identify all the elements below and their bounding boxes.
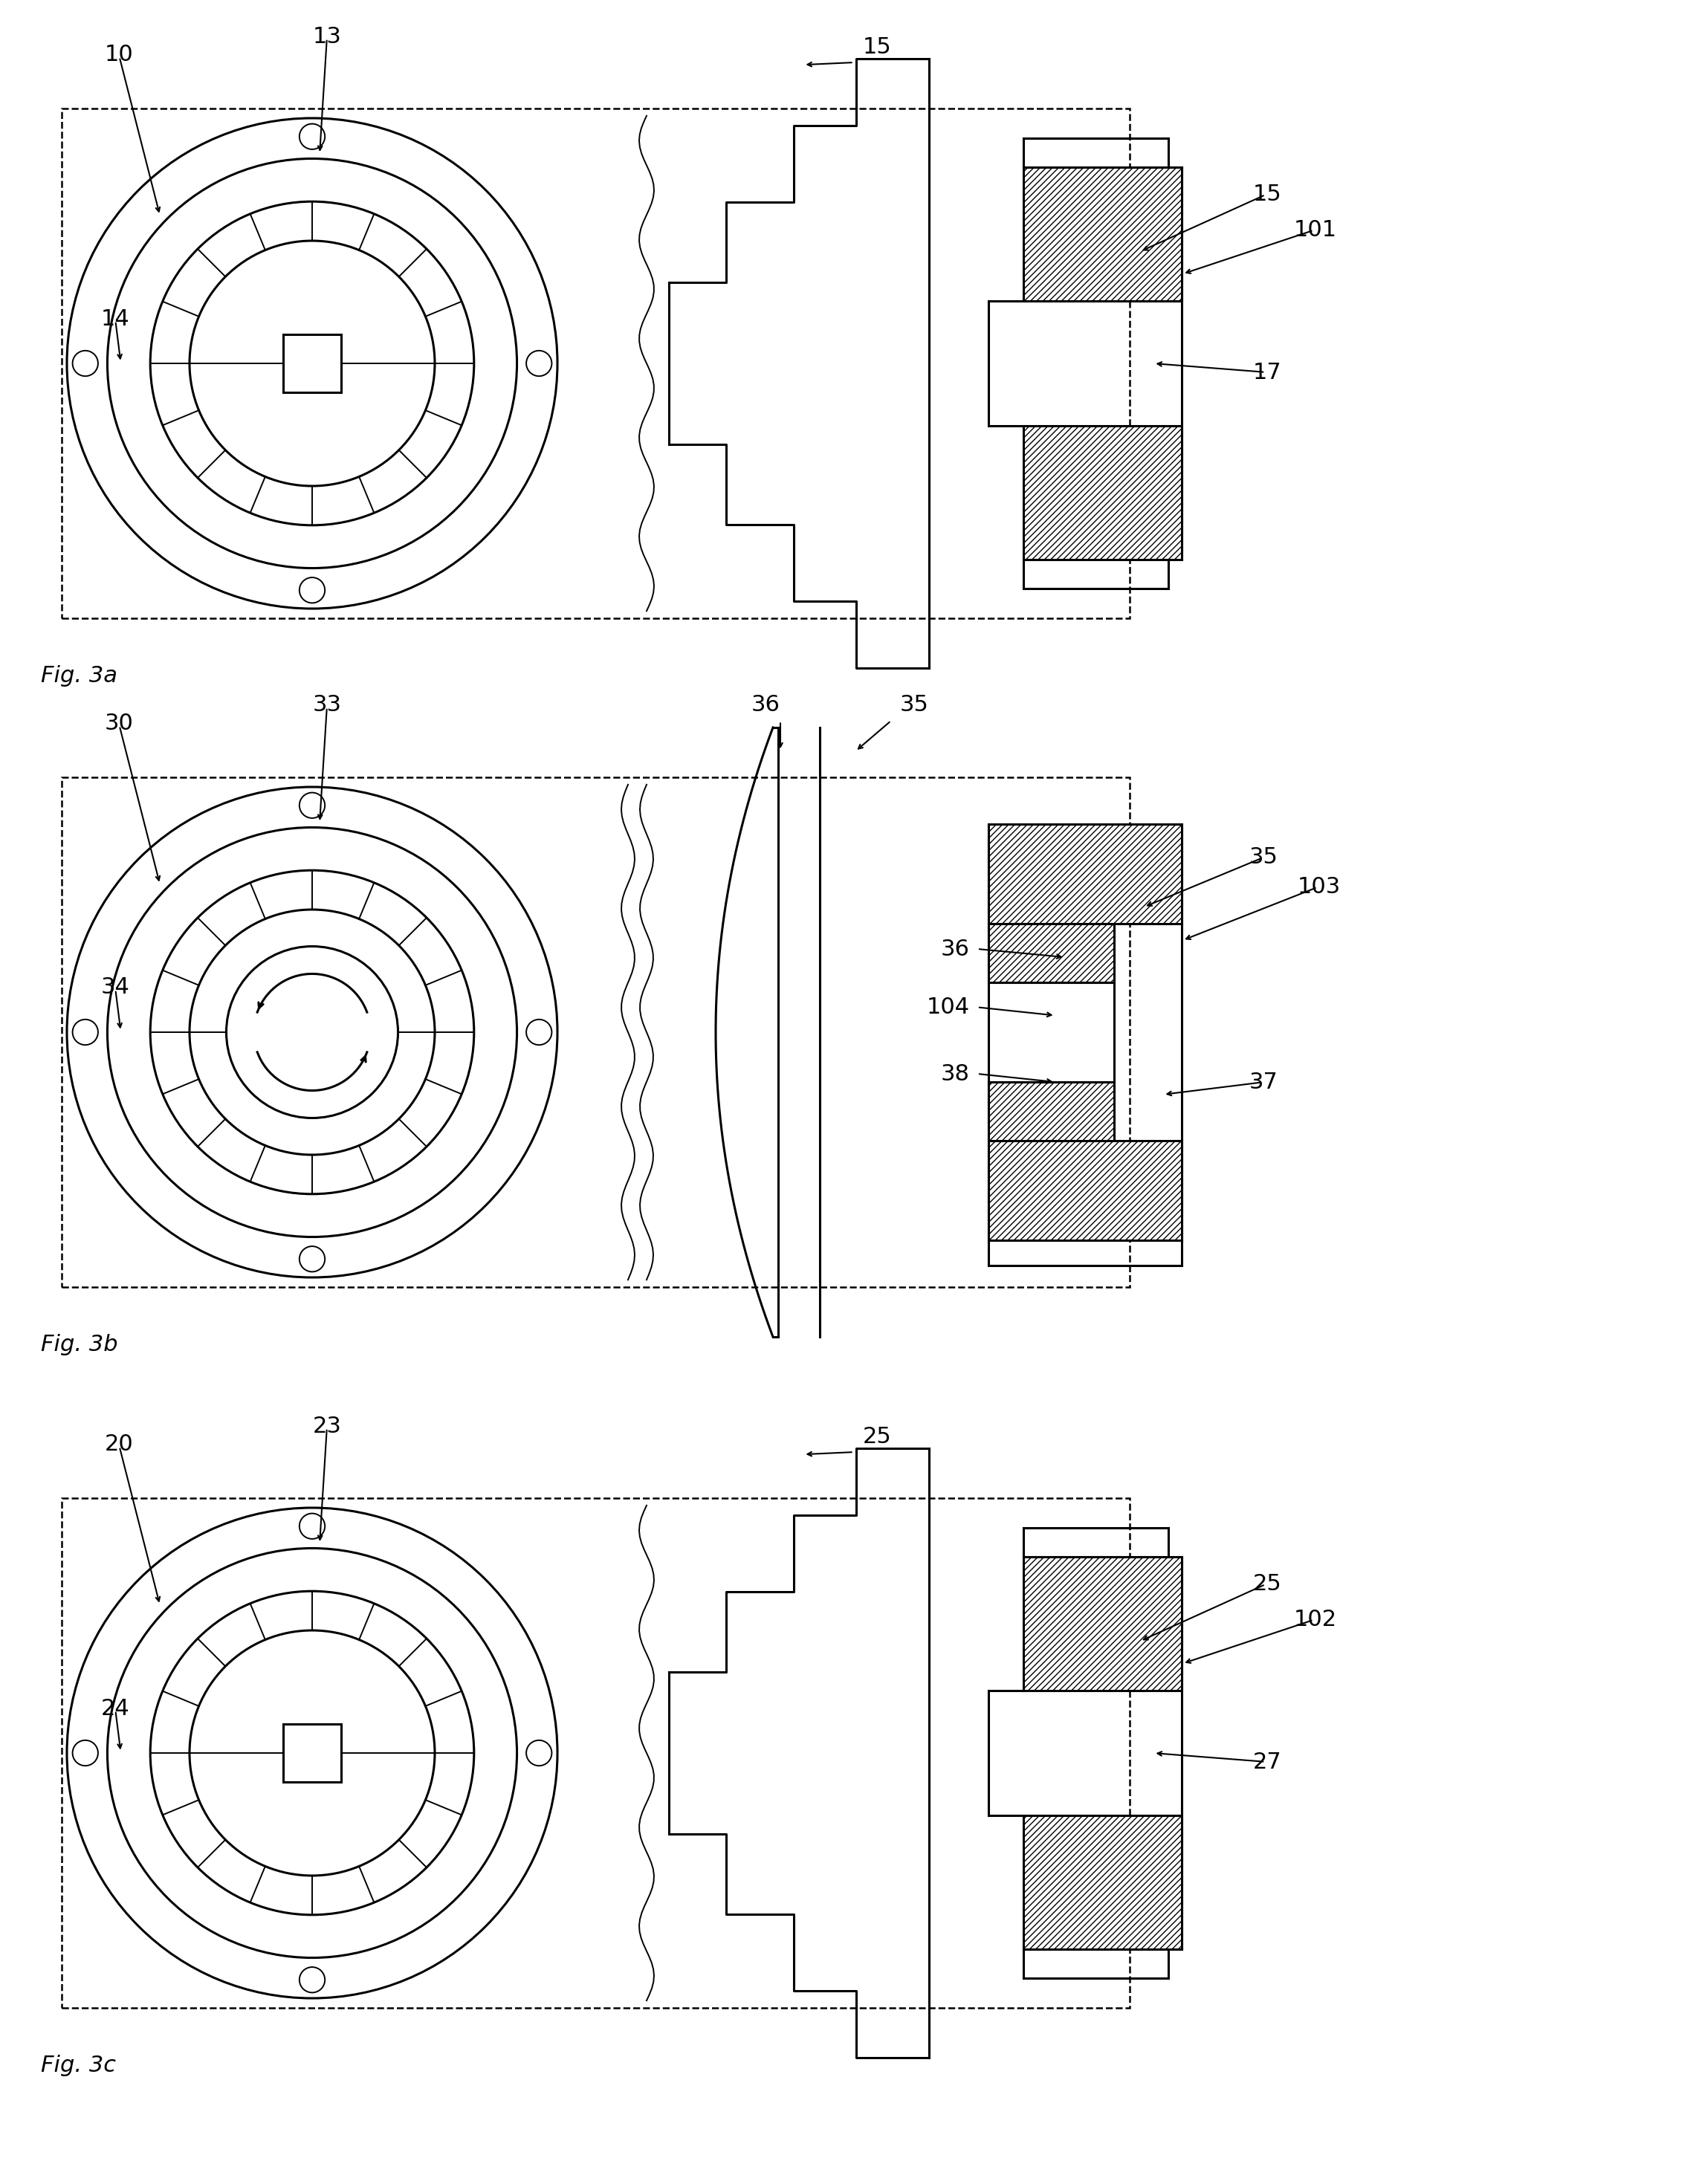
Bar — [1023, 1815, 1182, 1948]
Text: 36: 36 — [751, 695, 780, 716]
Text: 35: 35 — [1248, 847, 1277, 869]
Text: 104: 104 — [926, 996, 970, 1018]
Bar — [989, 1081, 1114, 1140]
Bar — [63, 778, 1130, 1286]
Bar — [989, 823, 1182, 924]
Text: 33: 33 — [312, 695, 341, 716]
Bar — [283, 334, 341, 393]
Text: 15: 15 — [1253, 183, 1282, 205]
Bar — [1023, 168, 1182, 301]
Bar — [63, 109, 1130, 618]
Text: 34: 34 — [100, 976, 129, 998]
Bar — [1023, 1557, 1182, 1690]
Text: 23: 23 — [312, 1415, 341, 1437]
Bar — [1023, 426, 1182, 559]
Text: 103: 103 — [1297, 876, 1342, 898]
Bar — [1023, 1815, 1182, 1948]
Bar — [1023, 1557, 1182, 1690]
Text: 101: 101 — [1294, 218, 1336, 240]
Text: 10: 10 — [105, 44, 134, 66]
Bar — [989, 924, 1114, 983]
Text: 13: 13 — [312, 26, 341, 48]
Bar — [63, 1498, 1130, 2007]
Text: 35: 35 — [899, 695, 929, 716]
Text: 25: 25 — [863, 1426, 892, 1448]
Text: 20: 20 — [105, 1435, 134, 1455]
Text: 17: 17 — [1253, 363, 1282, 382]
Text: 38: 38 — [941, 1064, 970, 1085]
Text: 14: 14 — [100, 308, 129, 330]
Bar — [283, 1723, 341, 1782]
Bar — [989, 1140, 1182, 1241]
Text: 102: 102 — [1294, 1607, 1336, 1629]
Text: 30: 30 — [105, 712, 134, 734]
Text: 25: 25 — [1253, 1572, 1282, 1594]
Text: 37: 37 — [1248, 1072, 1277, 1092]
Text: 36: 36 — [941, 939, 970, 959]
Bar — [1023, 168, 1182, 301]
Text: 24: 24 — [100, 1697, 129, 1719]
Text: Fig. 3c: Fig. 3c — [41, 2055, 115, 2075]
Bar — [989, 1140, 1182, 1241]
Bar — [1023, 426, 1182, 559]
Text: 15: 15 — [863, 37, 892, 59]
Bar — [989, 924, 1114, 983]
Bar — [989, 823, 1182, 924]
Text: 27: 27 — [1253, 1752, 1282, 1773]
Text: Fig. 3a: Fig. 3a — [41, 664, 117, 686]
Text: Fig. 3b: Fig. 3b — [41, 1334, 119, 1354]
Bar — [989, 1081, 1114, 1140]
